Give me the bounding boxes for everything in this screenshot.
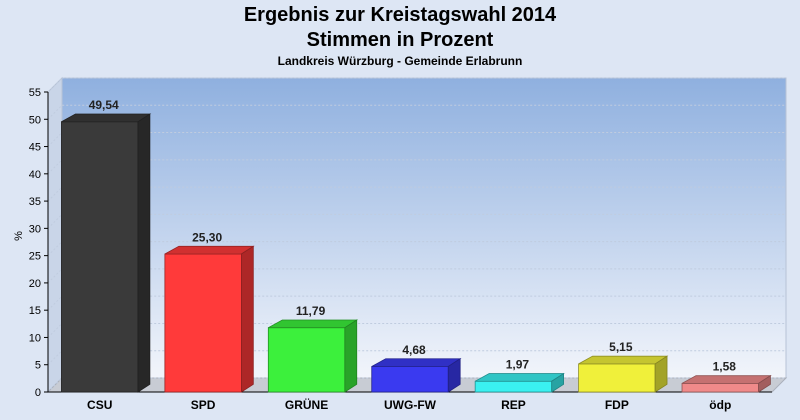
bar-top bbox=[268, 319, 359, 329]
y-tick-label: 15 bbox=[29, 305, 41, 317]
y-tick-label: 20 bbox=[29, 278, 41, 290]
y-tick-label: 45 bbox=[29, 142, 41, 154]
bar-value-label: 4,68 bbox=[402, 343, 426, 357]
bar-side bbox=[241, 245, 254, 393]
chart-subtitle: Stimmen in Prozent bbox=[306, 29, 494, 51]
y-tick-label: 25 bbox=[29, 251, 41, 263]
bar-front bbox=[61, 121, 139, 393]
bar-top bbox=[578, 355, 669, 365]
bar bbox=[267, 319, 359, 393]
bar-value-label: 5,15 bbox=[609, 340, 633, 354]
bar bbox=[681, 374, 772, 393]
x-tick-label: UWG-FW bbox=[384, 398, 437, 412]
y-axis-label: % bbox=[13, 231, 25, 241]
chart-caption: Landkreis Würzburg - Gemeinde Erlabrunn bbox=[277, 54, 523, 68]
x-tick-label: REP bbox=[501, 398, 526, 412]
bar-side bbox=[654, 355, 668, 393]
bar bbox=[61, 113, 152, 393]
bar-side bbox=[344, 319, 358, 393]
bar-value-label: 49,54 bbox=[89, 98, 119, 112]
y-tick-label: 40 bbox=[29, 169, 41, 181]
bar-front bbox=[371, 366, 449, 393]
x-tick-label: SPD bbox=[191, 398, 216, 412]
bar-side bbox=[551, 372, 564, 393]
y-tick-label: 10 bbox=[29, 332, 41, 344]
bar-top bbox=[474, 373, 565, 382]
x-tick-label: CSU bbox=[87, 398, 112, 412]
bar-value-label: 25,30 bbox=[192, 230, 222, 244]
bar-front bbox=[681, 382, 759, 393]
bar-value-label: 11,79 bbox=[296, 304, 326, 318]
bar-side bbox=[137, 113, 151, 393]
y-tick-label: 30 bbox=[29, 223, 41, 235]
bar-front bbox=[474, 380, 553, 393]
bar-front bbox=[578, 363, 656, 393]
bar bbox=[474, 372, 565, 393]
bar-front bbox=[164, 253, 242, 393]
y-tick-label: 35 bbox=[29, 196, 41, 208]
bar bbox=[578, 355, 669, 393]
y-tick-label: 55 bbox=[29, 87, 41, 99]
x-tick-label: FDP bbox=[605, 398, 629, 412]
bar-value-label: 1,97 bbox=[506, 358, 530, 372]
x-tick-label: ödp bbox=[709, 398, 731, 412]
bar-top bbox=[371, 358, 462, 367]
bar bbox=[371, 358, 462, 393]
bar-top bbox=[164, 245, 255, 255]
x-tick-label: GRÜNE bbox=[285, 397, 328, 412]
bar-side bbox=[758, 374, 771, 393]
bar-top bbox=[61, 113, 152, 123]
y-tick-label: 5 bbox=[35, 360, 41, 372]
bar-top bbox=[681, 375, 772, 384]
plot-side-wall bbox=[47, 76, 63, 394]
chart-title: Ergebnis zur Kreistagswahl 2014 bbox=[243, 4, 557, 26]
bar-front bbox=[267, 327, 346, 393]
y-tick-label: 0 bbox=[35, 387, 41, 399]
bar-side bbox=[447, 358, 461, 393]
bar bbox=[164, 245, 255, 393]
y-tick-label: 50 bbox=[29, 114, 41, 126]
bar-value-label: 1,58 bbox=[713, 360, 737, 374]
